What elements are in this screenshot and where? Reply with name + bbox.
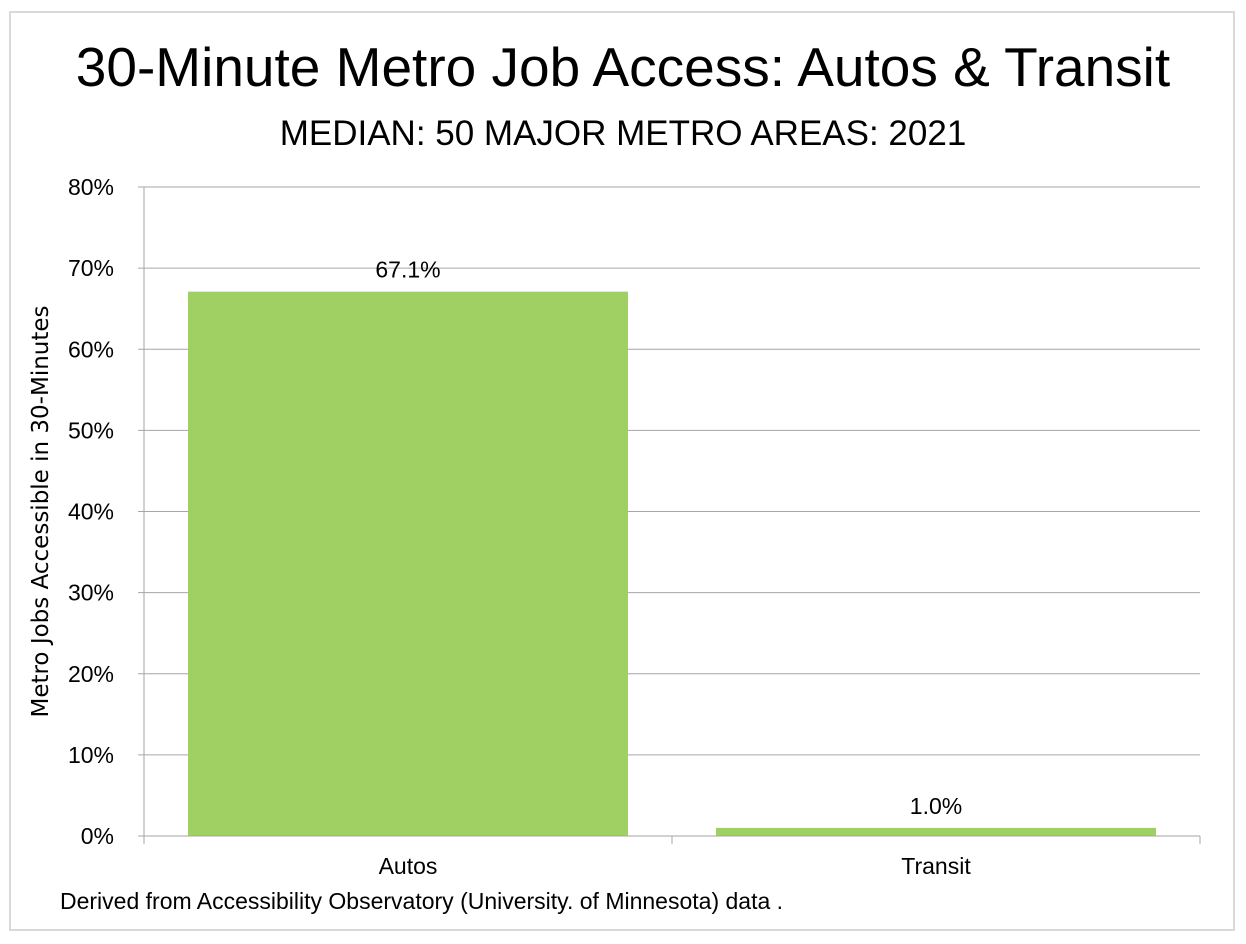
y-tick-label: 20% [68, 661, 114, 687]
chart-subtitle: MEDIAN: 50 MAJOR METRO AREAS: 2021 [279, 114, 967, 153]
y-tick-label: 40% [68, 499, 114, 525]
y-tick-label: 10% [68, 742, 114, 768]
y-tick-label: 70% [68, 255, 114, 281]
x-tick-label: Autos [379, 853, 438, 879]
source-note: Derived from Accessibility Observatory (… [60, 888, 784, 914]
y-tick-label: 60% [68, 336, 114, 362]
y-tick-label: 50% [68, 417, 114, 443]
y-tick-labels: 0% 10% 20% 30% 40% 50% 60% 70% 80% [68, 174, 114, 849]
data-labels: 67.1% 1.0% [375, 257, 962, 819]
x-tick-labels: Autos Transit [379, 853, 972, 879]
bars [188, 291, 1156, 836]
data-label: 67.1% [375, 257, 440, 283]
y-axis-label: Metro Jobs Accessible in 30-Minutes [28, 305, 54, 717]
bar [716, 827, 1156, 836]
axes [138, 186, 1201, 844]
data-label: 1.0% [910, 793, 962, 819]
y-tick-label: 0% [81, 823, 114, 849]
x-tick-label: Transit [901, 853, 971, 879]
y-tick-label: 30% [68, 580, 114, 606]
y-tick-label: 80% [68, 174, 114, 200]
bar [188, 291, 628, 836]
chart-title: 30-Minute Metro Job Access: Autos & Tran… [75, 36, 1171, 98]
